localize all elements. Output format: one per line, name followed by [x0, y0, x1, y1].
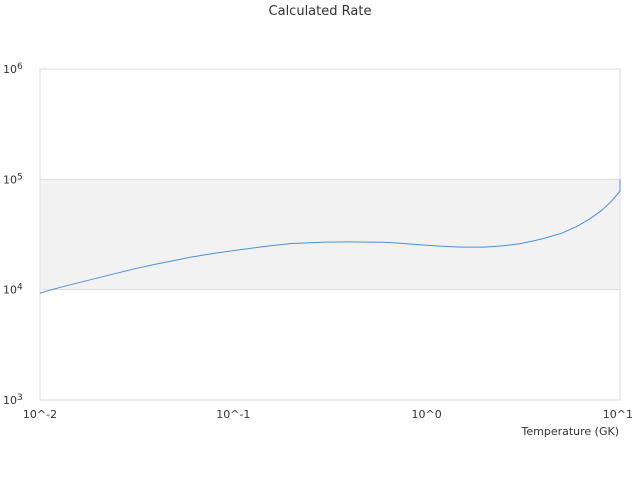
x-tick-label: 10^-1 — [216, 408, 250, 421]
x-axis-label: Temperature (GK) — [521, 425, 620, 438]
x-tick-label: 10^1 — [603, 408, 633, 421]
y-tick-label: 103 — [3, 393, 23, 407]
series-layer — [39, 179, 621, 294]
y-tick-label: 105 — [3, 172, 23, 186]
x-tick-label: 10^-2 — [23, 408, 57, 421]
chart-title: Calculated Rate — [268, 4, 372, 19]
y-tick-labels: 103 104 105 106 — [3, 62, 23, 407]
y-tick-label: 106 — [3, 62, 23, 76]
series-line — [39, 179, 621, 294]
plot-frame — [39, 68, 621, 401]
y-tick-label: 104 — [3, 283, 23, 297]
shaded-band — [40, 179, 620, 290]
x-tick-label: 10^0 — [412, 408, 442, 421]
x-tick-labels: 10^-2 10^-1 10^0 10^1 — [23, 408, 633, 421]
